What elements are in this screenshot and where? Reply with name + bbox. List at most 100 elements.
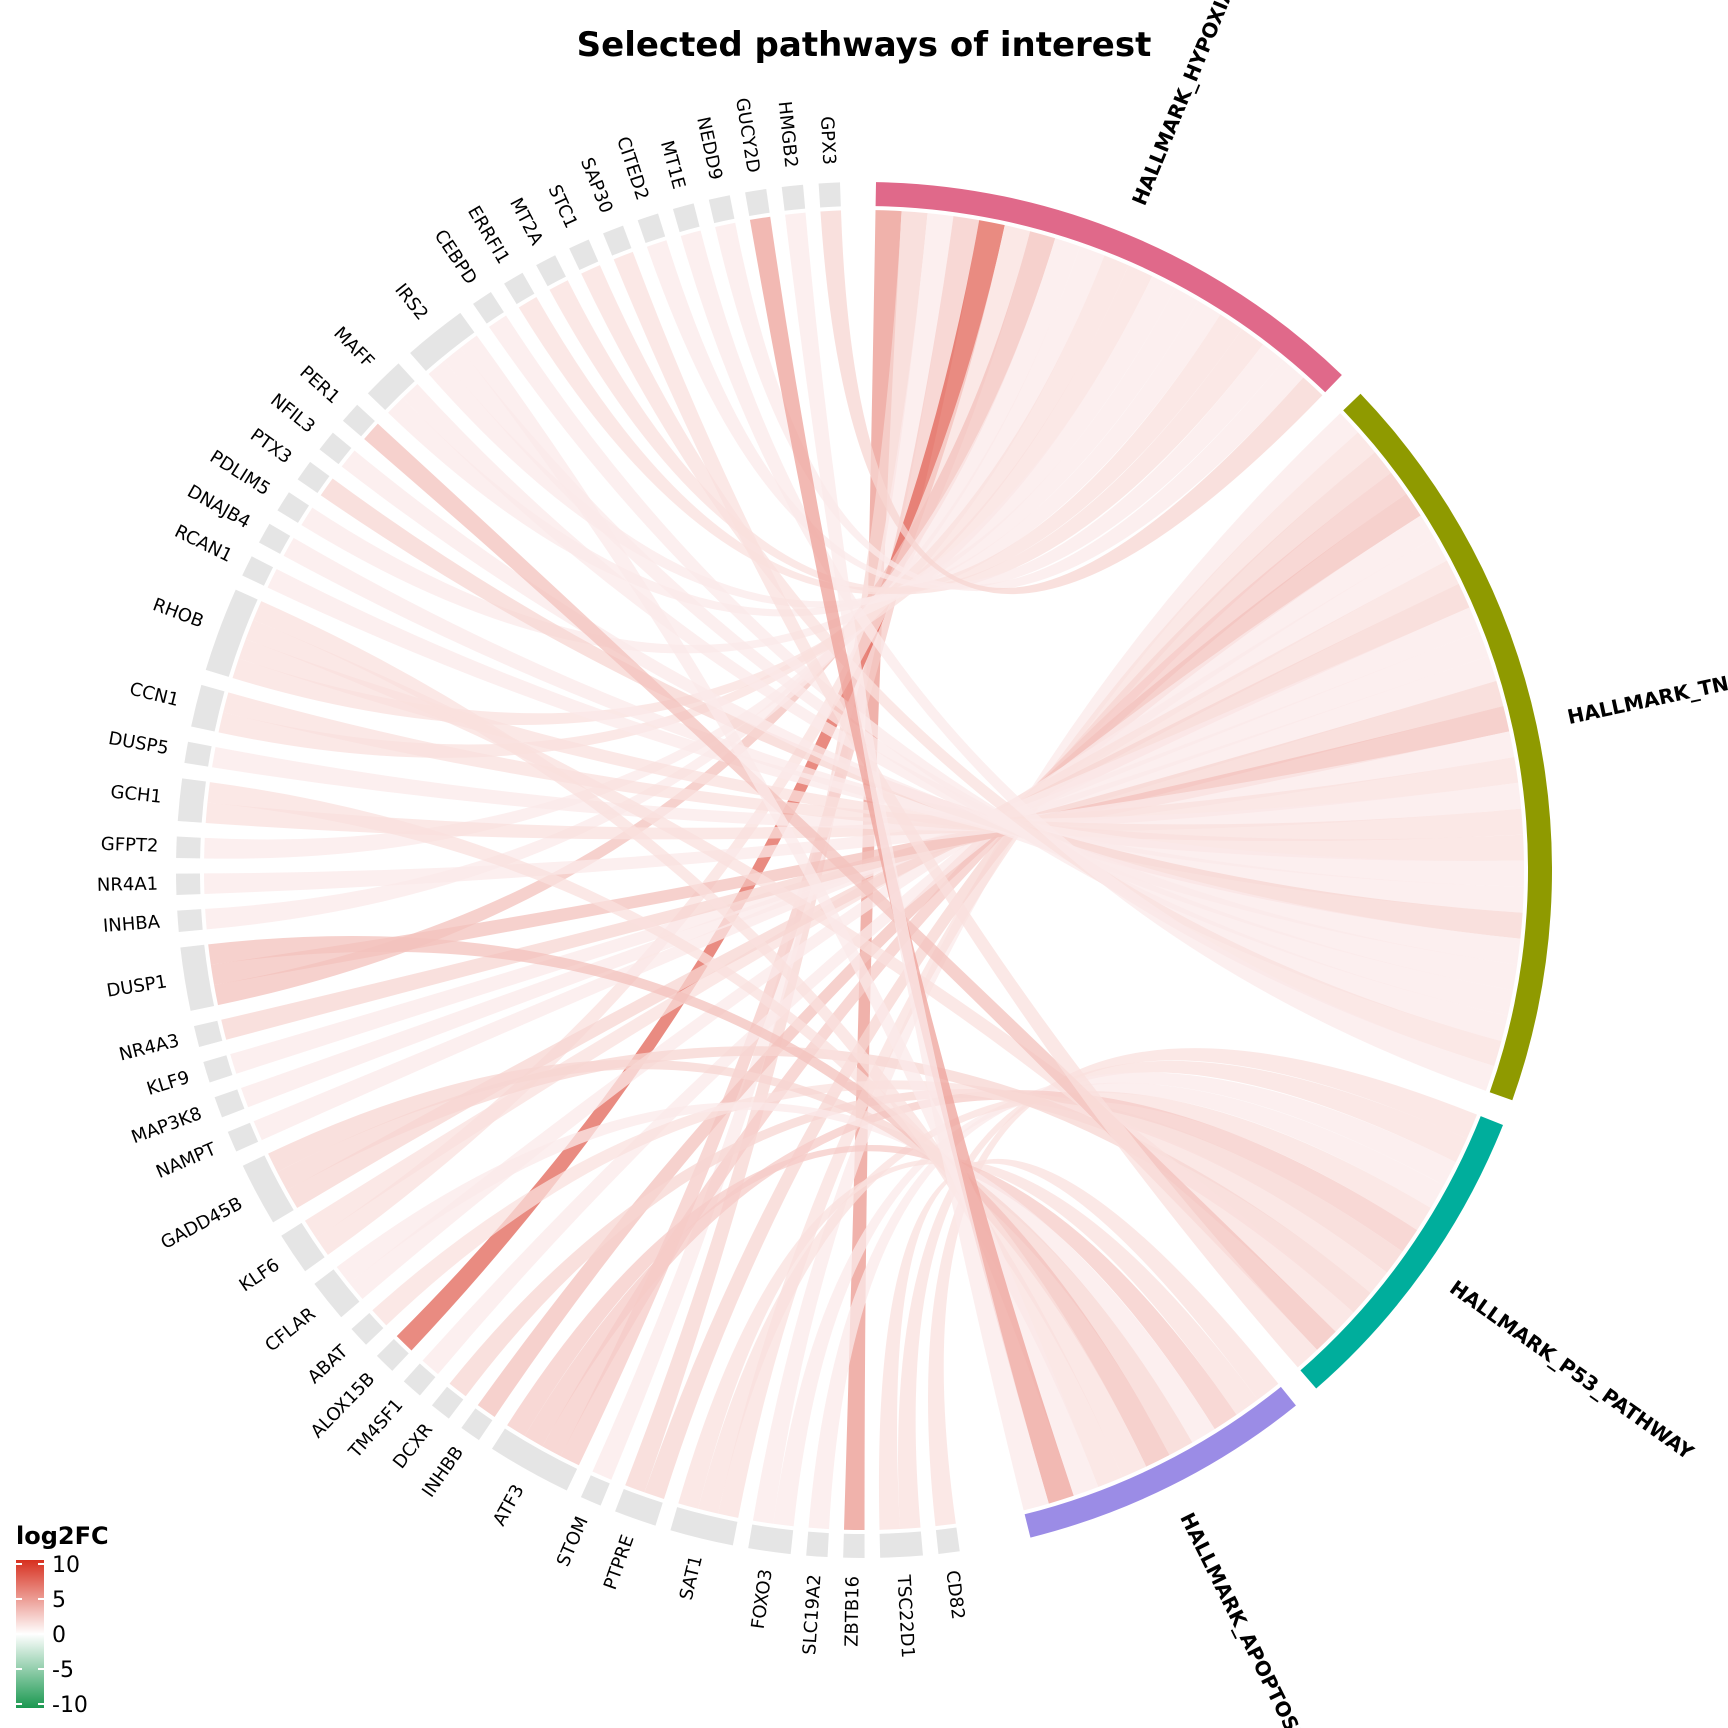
gene-arc xyxy=(461,1408,493,1441)
gene-label: CITED2 xyxy=(612,134,653,203)
gene-label: NAMPT xyxy=(153,1138,220,1183)
gene-arc xyxy=(177,778,206,823)
gene-arc xyxy=(843,1533,865,1558)
gene-label: PER1 xyxy=(295,362,343,408)
ribbon xyxy=(592,213,954,1480)
pathway-label: HALLMARK_TNFA_SIGNALING_VIA_NFKB xyxy=(1565,612,1728,729)
gene-label: NR4A3 xyxy=(117,1030,181,1065)
gene-label: GCH1 xyxy=(109,782,162,808)
ribbon xyxy=(212,747,1522,832)
gene-label: MT1E xyxy=(656,138,689,191)
gene-arc xyxy=(376,1338,409,1371)
gene-label: STOM xyxy=(553,1514,593,1570)
gene-label: HMGB2 xyxy=(774,100,802,169)
ribbon xyxy=(560,216,980,1466)
gene-label: ZBTB16 xyxy=(842,1576,864,1647)
gene-arc xyxy=(297,461,330,493)
gene-label: ATF3 xyxy=(489,1481,529,1529)
gene-arc xyxy=(781,184,806,211)
pathway-arc xyxy=(1343,393,1553,1101)
gene-arc xyxy=(193,1020,223,1047)
gene-arc xyxy=(342,404,375,437)
legend: log2FC 10 5 0 -5 -10 xyxy=(16,1522,109,1718)
ribbon xyxy=(428,300,1221,608)
ribbon xyxy=(646,240,1284,590)
gene-arc xyxy=(177,909,203,932)
legend-title: log2FC xyxy=(16,1522,109,1550)
gene-arc xyxy=(242,556,274,586)
gene-arc xyxy=(176,836,201,859)
ribbon xyxy=(336,1102,1215,1443)
gene-label: CCN1 xyxy=(127,679,181,711)
gene-arc xyxy=(242,1155,294,1223)
gene-label: RCAN1 xyxy=(171,521,235,567)
legend-tick-label: 10 xyxy=(52,1553,80,1578)
legend-tick-label: 5 xyxy=(52,1588,66,1613)
pathway-label: HALLMARK_P53_PATHWAY xyxy=(1445,1275,1698,1464)
pathway-arc xyxy=(1024,1386,1296,1538)
gene-label: NFIL3 xyxy=(266,390,319,438)
ribbon xyxy=(625,211,928,1493)
gene-label: FOXO3 xyxy=(748,1568,777,1630)
gene-label: INHBB xyxy=(418,1443,468,1502)
gene-arc xyxy=(277,492,310,523)
pathway-arc xyxy=(875,182,1342,393)
gene-label: MT2A xyxy=(505,194,547,249)
gene-label: MAFF xyxy=(329,323,378,372)
ribbon xyxy=(518,297,1243,595)
gene-arc xyxy=(473,291,504,324)
ribbon xyxy=(927,1048,1477,1527)
gene-arc xyxy=(176,873,201,895)
gene-label: PDLIM5 xyxy=(206,446,274,500)
ribbon xyxy=(364,423,1336,1350)
ribbon xyxy=(388,288,1199,617)
gene-arc xyxy=(403,1363,436,1396)
gene-arc xyxy=(227,1122,259,1152)
gene-arc xyxy=(504,272,535,305)
gene-arc xyxy=(879,1531,923,1558)
gene-label: GPX3 xyxy=(816,116,839,166)
gene-label: STC1 xyxy=(544,182,582,232)
gene-label: DUSP5 xyxy=(107,728,170,759)
gene-label: ABAT xyxy=(304,1340,353,1388)
gene-arc xyxy=(205,589,258,677)
gene-arc xyxy=(258,523,291,554)
gene-arc xyxy=(580,1475,610,1506)
gene-arc xyxy=(314,1269,360,1318)
gene-label: RHOB xyxy=(150,594,207,632)
gene-arc xyxy=(536,255,566,287)
gene-label: DUSP1 xyxy=(105,971,168,1001)
ribbon xyxy=(820,210,1323,595)
gene-arc xyxy=(748,1524,794,1555)
ribbon xyxy=(205,756,1519,840)
gene-label: CD82 xyxy=(941,1569,968,1621)
ribbon xyxy=(749,216,1074,1504)
gene-label: KLF9 xyxy=(144,1067,192,1100)
legend-ticks: 10 5 0 -5 -10 xyxy=(16,1553,88,1718)
legend-tick-label: -5 xyxy=(52,1658,74,1683)
ribbon xyxy=(304,560,1459,1239)
gene-arc xyxy=(351,1312,384,1345)
gene-arc xyxy=(818,182,841,208)
gene-label: ERRFI1 xyxy=(463,202,513,267)
gene-arc xyxy=(708,195,735,224)
gene-label: DCXR xyxy=(389,1419,437,1472)
gene-label: NEDD9 xyxy=(692,115,726,182)
gene-arc xyxy=(184,741,212,767)
arcs-layer xyxy=(176,182,1553,1558)
gene-arc xyxy=(491,1428,578,1491)
gene-label: KLF6 xyxy=(236,1255,284,1297)
gene-label: GFPT2 xyxy=(100,834,158,857)
gene-arc xyxy=(191,684,225,732)
ribbon xyxy=(204,731,1515,894)
gene-arc xyxy=(615,1489,663,1526)
gene-label: TSC22D1 xyxy=(893,1573,919,1658)
gene-label: CFLAR xyxy=(261,1303,320,1356)
ribbon xyxy=(715,222,1304,592)
gene-label: NR4A1 xyxy=(97,874,159,896)
gene-label: GADD45B xyxy=(158,1193,247,1254)
gene-label: SAT1 xyxy=(676,1553,707,1602)
ribbon xyxy=(678,1158,1258,1509)
gene-arc xyxy=(603,225,632,256)
